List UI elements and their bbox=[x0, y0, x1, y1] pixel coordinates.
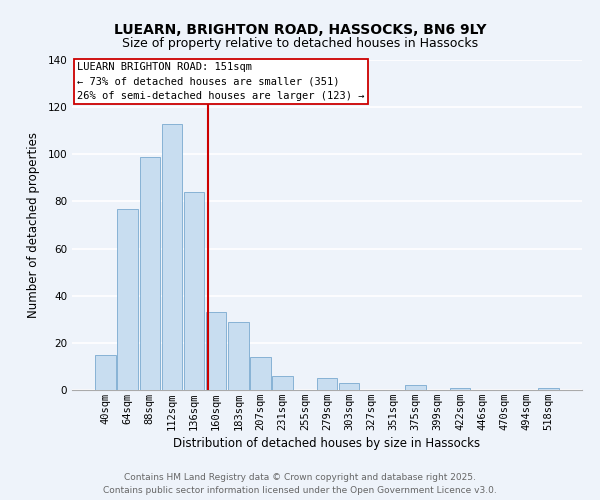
Bar bbox=[250, 357, 271, 390]
Bar bbox=[184, 192, 204, 390]
Bar bbox=[95, 354, 116, 390]
Bar bbox=[450, 388, 470, 390]
Text: Contains HM Land Registry data © Crown copyright and database right 2025.
Contai: Contains HM Land Registry data © Crown c… bbox=[103, 474, 497, 495]
Bar bbox=[206, 312, 226, 390]
Bar bbox=[538, 388, 559, 390]
Bar bbox=[339, 383, 359, 390]
Bar bbox=[317, 378, 337, 390]
Bar bbox=[272, 376, 293, 390]
Bar bbox=[228, 322, 248, 390]
Y-axis label: Number of detached properties: Number of detached properties bbox=[28, 132, 40, 318]
Text: LUEARN, BRIGHTON ROAD, HASSOCKS, BN6 9LY: LUEARN, BRIGHTON ROAD, HASSOCKS, BN6 9LY bbox=[114, 22, 486, 36]
Bar bbox=[161, 124, 182, 390]
Bar bbox=[140, 156, 160, 390]
Bar bbox=[406, 386, 426, 390]
Bar bbox=[118, 208, 138, 390]
Text: LUEARN BRIGHTON ROAD: 151sqm
← 73% of detached houses are smaller (351)
26% of s: LUEARN BRIGHTON ROAD: 151sqm ← 73% of de… bbox=[77, 62, 365, 101]
Text: Size of property relative to detached houses in Hassocks: Size of property relative to detached ho… bbox=[122, 38, 478, 51]
X-axis label: Distribution of detached houses by size in Hassocks: Distribution of detached houses by size … bbox=[173, 437, 481, 450]
